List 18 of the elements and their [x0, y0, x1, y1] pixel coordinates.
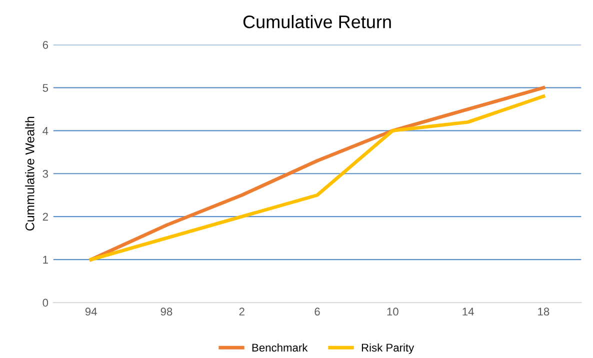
- x-tick-label: 94: [85, 308, 97, 316]
- chart-title: Cumulative Return: [243, 15, 391, 28]
- y-tick-label: 2: [42, 212, 48, 221]
- x-tick-label: 10: [387, 308, 398, 316]
- x-tick-label: 2: [239, 308, 244, 316]
- y-tick-label: 6: [42, 41, 48, 49]
- legend-label: Benchmark: [252, 343, 308, 352]
- x-tick-label: 98: [160, 308, 172, 316]
- x-tick-label: 6: [314, 308, 320, 316]
- y-tick-label: 4: [42, 127, 48, 135]
- x-tick-label: 18: [538, 308, 550, 316]
- y-tick-label: 3: [42, 170, 48, 178]
- x-tick-label: 14: [462, 308, 474, 316]
- y-tick-label: 1: [43, 256, 48, 264]
- y-tick-label: 5: [42, 84, 48, 92]
- y-tick-label: 0: [42, 298, 48, 307]
- legend-label: Risk Parity: [362, 343, 414, 354]
- y-axis-title: Cummulative Wealth: [25, 116, 34, 231]
